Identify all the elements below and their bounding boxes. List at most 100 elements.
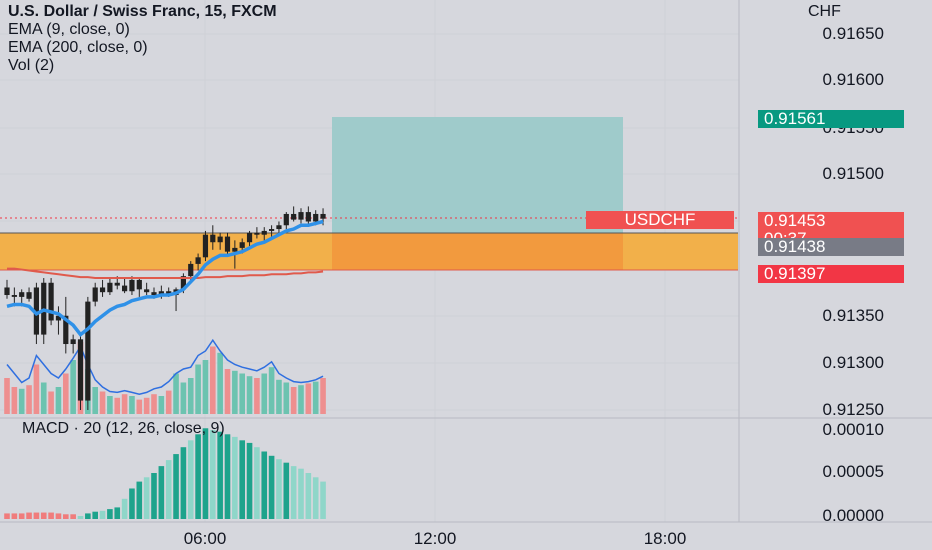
macd-bar	[195, 434, 201, 519]
target-zone	[332, 117, 623, 233]
macd-bar	[202, 428, 209, 519]
volume-ma-line	[6, 338, 324, 395]
macd-bar	[129, 488, 135, 519]
volume-bar	[40, 382, 47, 414]
time-tick: 06:00	[183, 529, 227, 548]
candle-body	[33, 287, 39, 335]
candle-body	[224, 236, 231, 252]
candle-body	[313, 213, 319, 222]
candle-body	[254, 232, 260, 235]
macd-bar	[18, 513, 25, 519]
macd-histogram	[4, 428, 326, 519]
candle-body	[239, 242, 245, 248]
macd-bar	[70, 514, 76, 519]
macd-bar	[268, 455, 275, 519]
macd-bar	[55, 513, 62, 519]
candle-body	[114, 282, 120, 286]
macd-bar	[11, 513, 18, 519]
volume-bar	[107, 396, 113, 414]
macd-bar	[143, 477, 150, 519]
candle-body	[85, 301, 91, 401]
macd-bar	[40, 512, 47, 519]
macd-tick: 0.00005	[822, 462, 884, 481]
candle-body	[276, 225, 282, 230]
stop-price-tag[interactable]: 0.91397	[758, 265, 904, 283]
symbol-tag[interactable]: USDCHF	[586, 211, 734, 229]
volume-bar	[283, 382, 290, 414]
candle-body	[92, 287, 98, 302]
candle-body	[188, 263, 194, 277]
price-tick: 0.91250	[822, 400, 884, 419]
candle-body	[122, 285, 128, 292]
macd-bar	[158, 466, 165, 519]
candle-body	[283, 213, 289, 226]
macd-bar	[165, 460, 172, 519]
candle-body	[11, 295, 17, 297]
candle-body	[99, 287, 106, 293]
price-tick: 0.91600	[822, 70, 884, 89]
stop-zone	[332, 233, 623, 270]
volume-bar	[195, 364, 201, 414]
macd-bar	[48, 512, 54, 519]
volume-bar	[254, 378, 260, 414]
volume-bar	[121, 394, 128, 414]
volume-bar	[276, 379, 282, 414]
macd-bar	[63, 514, 69, 519]
macd-bar	[298, 468, 304, 519]
candle-body	[136, 279, 142, 290]
candle-body	[129, 279, 135, 292]
volume-bar	[151, 394, 157, 414]
volume-bar	[18, 388, 25, 414]
candle-body	[63, 315, 69, 345]
symbol-title[interactable]: U.S. Dollar / Swiss Franc, 15, FXCM	[8, 3, 277, 20]
candle-body	[291, 213, 297, 220]
volume-bar	[312, 381, 319, 414]
volume-bar	[173, 373, 179, 414]
macd-bar	[232, 436, 238, 519]
target-price-tag[interactable]: 0.91561	[758, 110, 904, 128]
macd-bar	[276, 459, 282, 519]
volume-legend[interactable]: Vol (2)	[8, 57, 55, 74]
candle-body	[320, 213, 326, 219]
macd-bar	[290, 466, 297, 519]
candle-body	[70, 339, 76, 345]
candle-body	[166, 291, 172, 296]
volume-bar	[136, 399, 143, 414]
entry-price-tag[interactable]: 0.91438	[758, 238, 904, 256]
volume-bar	[48, 391, 54, 414]
chart-legend: U.S. Dollar / Swiss Franc, 15, FXCM EMA …	[8, 3, 277, 75]
candle-body	[77, 339, 84, 401]
macd-bar	[173, 454, 179, 519]
ema200-legend[interactable]: EMA (200, close, 0)	[8, 39, 148, 56]
volume-bar	[305, 383, 312, 414]
macd-tick: 0.00000	[822, 506, 884, 525]
ema200-line	[7, 267, 324, 280]
macd-bar	[180, 447, 187, 519]
volume-bar	[217, 352, 223, 414]
macd-bar	[26, 512, 32, 519]
candle-body	[48, 282, 54, 321]
volume-bar	[63, 373, 69, 414]
volume-bar	[143, 397, 150, 414]
macd-bar	[33, 512, 40, 519]
volume-bar	[224, 369, 231, 414]
volume-bar	[26, 385, 32, 414]
time-tick: 18:00	[643, 529, 687, 548]
candle-body	[261, 230, 267, 235]
volume-bar	[33, 364, 40, 414]
candle-body	[232, 247, 238, 252]
candle-body	[180, 276, 186, 290]
currency-label: CHF	[808, 3, 841, 20]
macd-legend[interactable]: MACD · 20 (12, 26, close, 9)	[22, 420, 225, 437]
candle-body	[55, 315, 62, 321]
candle-body	[217, 236, 223, 243]
macd-bar	[187, 440, 194, 519]
volume-bars	[4, 342, 326, 414]
volume-bar	[290, 387, 297, 414]
macd-bar	[85, 513, 91, 519]
candle-body	[298, 212, 304, 220]
macd-bar	[239, 440, 245, 519]
ema9-legend[interactable]: EMA (9, close, 0)	[8, 21, 130, 38]
macd-bar	[114, 507, 121, 519]
